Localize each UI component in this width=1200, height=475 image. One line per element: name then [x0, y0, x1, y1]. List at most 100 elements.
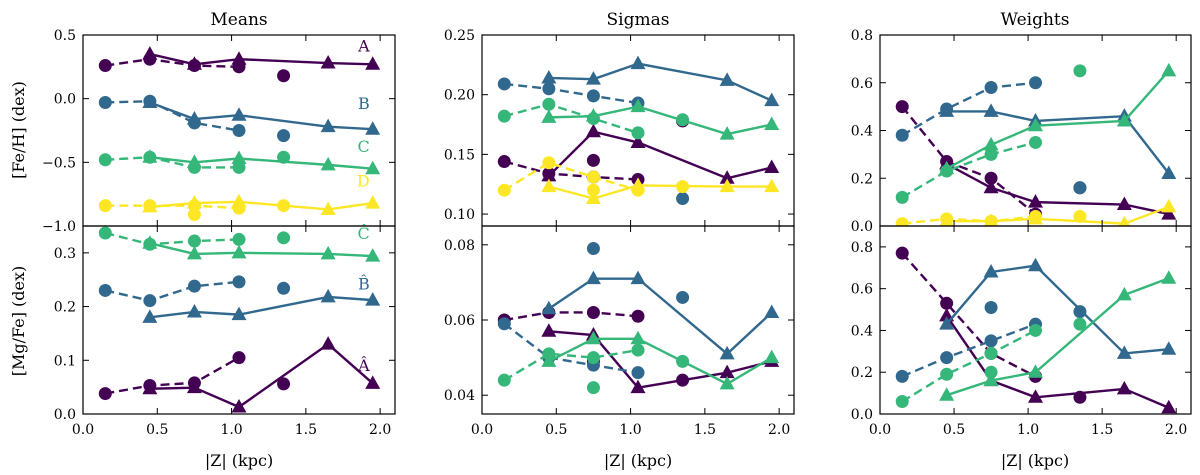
- solid-line: [149, 156, 373, 170]
- triangle-point: [719, 364, 735, 379]
- circle-point: [232, 124, 246, 137]
- triangle-point: [939, 160, 955, 175]
- circle-point: [586, 183, 600, 197]
- triangle-point: [320, 55, 336, 69]
- triangle-point: [585, 270, 601, 285]
- plot-area: [895, 62, 1177, 226]
- panel-grid: −1.0 −0.5 0.0 0.5 A B CD 0.10 0.15 0.20 0.25 0.0 0.2…: [42, 28, 1192, 438]
- circle-point: [631, 126, 645, 140]
- x-tick-label: 1.5: [1091, 422, 1113, 438]
- triangle-point: [630, 98, 646, 113]
- triangle-point: [1161, 198, 1177, 213]
- panel-sigmas-mgfe: 0.0 0.5 1.0 1.5 2.0 0.04 0.06 0.08: [444, 225, 795, 438]
- x-tick-label: 2.0: [369, 422, 391, 438]
- triangle-point: [764, 304, 780, 318]
- y-tick-label: 0.2: [851, 171, 873, 187]
- solid-line: [149, 295, 373, 319]
- x-tick-label: 0.0: [72, 422, 94, 438]
- series-B: [98, 94, 381, 143]
- series-label: A: [357, 37, 370, 56]
- triangle-point: [1028, 117, 1043, 132]
- triangle-point: [186, 111, 202, 125]
- circle-point: [187, 279, 201, 293]
- circle-point: [542, 97, 556, 111]
- y-tick-label: 0.15: [444, 147, 475, 163]
- series-D: [98, 193, 381, 222]
- triangle-point: [186, 154, 202, 168]
- triangle-point: [719, 345, 735, 360]
- triangle-point: [983, 213, 999, 226]
- circle-point: [98, 226, 112, 240]
- circle-point: [277, 199, 291, 213]
- solid-line: [548, 130, 772, 180]
- triangle-point: [630, 270, 646, 285]
- triangle-point: [231, 107, 247, 121]
- triangle-point: [585, 190, 601, 205]
- series-label: Ĉ: [357, 223, 369, 243]
- circle-point: [676, 180, 690, 194]
- solid-line: [149, 101, 373, 131]
- solid-line: [945, 315, 1170, 409]
- dashed-line: [901, 323, 1036, 378]
- triangle-point: [983, 263, 999, 278]
- triangle-point: [1161, 341, 1177, 355]
- circle-point: [1073, 317, 1087, 331]
- x-tick-label: 1.0: [220, 422, 242, 438]
- x-tick-label: 1.0: [619, 422, 641, 438]
- dashed-line: [503, 322, 639, 374]
- triangle-point: [541, 167, 557, 182]
- y-tick-label: 0.3: [54, 246, 76, 262]
- plot-area: [895, 246, 1177, 414]
- triangle-point: [142, 149, 158, 163]
- circle-point: [586, 242, 600, 256]
- triangle-point: [939, 103, 955, 117]
- solid-line: [946, 162, 1170, 216]
- y-tick-label: 0.08: [444, 238, 475, 254]
- triangle-point: [231, 244, 247, 259]
- triangle-point: [231, 150, 247, 165]
- plot-area: [98, 46, 381, 222]
- triangle-point: [1161, 270, 1177, 284]
- x-tick-label: 1.0: [1017, 422, 1039, 438]
- triangle-point: [764, 116, 780, 131]
- xlabel-sigmas: |Z| (kpc): [604, 451, 672, 470]
- triangle-point: [541, 109, 557, 123]
- series-C: [98, 149, 381, 175]
- solid-line: [149, 242, 373, 258]
- panel-means-feh: −1.0 −0.5 0.0 0.5 A B CD: [42, 28, 396, 235]
- plot-area: [497, 55, 780, 206]
- plot-area: [98, 226, 381, 413]
- series-A: [98, 46, 381, 83]
- circle-point: [232, 232, 246, 246]
- circle-point: [1029, 76, 1042, 90]
- series-C: [895, 62, 1177, 204]
- circle-point: [586, 153, 600, 167]
- circle-point: [497, 373, 511, 387]
- circle-point: [98, 199, 112, 213]
- circle-point: [187, 208, 201, 222]
- dashed-line: [901, 81, 1036, 137]
- triangle-point: [231, 399, 247, 413]
- dashed-line: [104, 231, 240, 246]
- triangle-point: [186, 379, 202, 394]
- circle-point: [98, 387, 112, 401]
- y-tick-label: 0.8: [851, 28, 873, 44]
- circle-point: [676, 354, 690, 368]
- x-tick-label: 2.0: [768, 422, 790, 438]
- circle-point: [1073, 209, 1087, 223]
- circle-point: [277, 231, 291, 245]
- solid-line: [149, 342, 374, 409]
- series-label: B: [358, 94, 370, 113]
- triangle-point: [764, 349, 780, 364]
- circle-point: [631, 343, 645, 357]
- series-Ĉ: [98, 226, 381, 262]
- x-tick-label: 0.0: [471, 422, 493, 438]
- triangle-point: [186, 245, 202, 260]
- x-tick-label: 0.5: [943, 422, 965, 438]
- circle-point: [586, 305, 600, 319]
- circle-point: [586, 170, 600, 184]
- dashed-line: [503, 102, 639, 135]
- triangle-point: [320, 245, 336, 260]
- circle-point: [984, 81, 998, 95]
- triangle-point: [142, 309, 158, 323]
